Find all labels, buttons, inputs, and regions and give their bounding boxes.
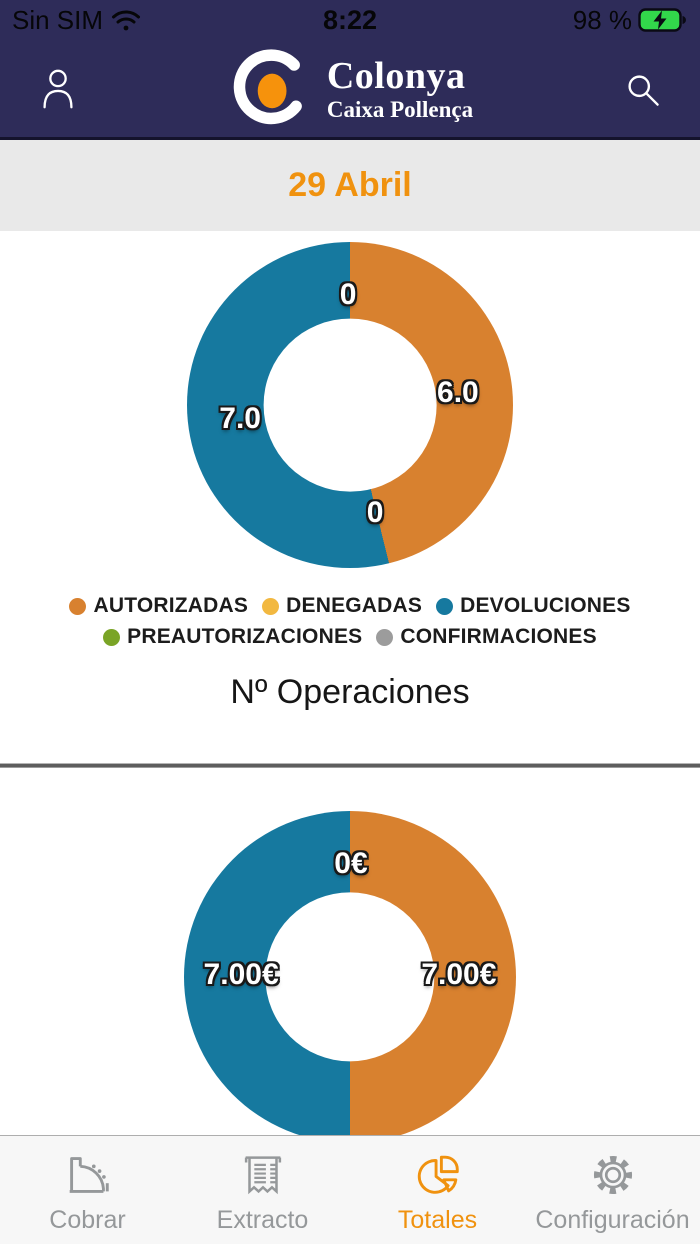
legend-label: CONFIRMACIONES: [400, 625, 597, 648]
search-icon: [628, 74, 659, 106]
slice-value-label: 7.00€: [421, 958, 497, 991]
slice-value-label: 0: [366, 495, 384, 529]
person-icon: [43, 69, 73, 108]
section-divider: [0, 763, 700, 768]
operations-donut-chart: 0 6.0 0 7.0: [187, 242, 513, 568]
tab-totales[interactable]: Totales: [350, 1136, 525, 1244]
slice-value-label: 0€: [334, 847, 368, 881]
chart-title: Nº Operaciones: [230, 673, 470, 711]
slice-value-label: 7.0: [219, 402, 261, 436]
bottom-tab-bar: Cobrar Extracto Totales Configuración: [0, 1135, 700, 1244]
date-bar: 29 Abril: [0, 140, 700, 231]
pie-chart-icon: [410, 1148, 466, 1202]
battery-charging-icon: [638, 7, 688, 33]
logo-text: Colonya Caixa Pollença: [327, 57, 473, 121]
tab-label: Totales: [397, 1206, 478, 1234]
status-left: Sin SIM: [12, 5, 141, 36]
legend-label: DEVOLUCIONES: [460, 594, 631, 617]
legend-label: DENEGADAS: [286, 594, 423, 617]
legend-dot-icon: [103, 628, 121, 646]
logo-subtitle: Caixa Pollença: [326, 96, 474, 122]
legend-dot-icon: [376, 628, 394, 646]
profile-button[interactable]: [34, 61, 82, 117]
amounts-donut-chart: 0€ 7.00€ 7.00€: [184, 811, 516, 1143]
search-button[interactable]: [618, 61, 666, 117]
status-bar: Sin SIM 8:22 98 %: [0, 0, 700, 40]
receipt-icon: [235, 1148, 291, 1202]
legend-label: PREAUTORIZACIONES: [127, 625, 363, 648]
amounts-chart-section: 0€ 7.00€ 7.00€: [0, 811, 700, 1189]
slice-value-label: 6.0: [437, 375, 479, 409]
legend-item-preautorizaciones: PREAUTORIZACIONES: [103, 625, 362, 649]
operations-chart-section: 0 6.0 0 7.0 AUTORIZADAS DENEGADAS DEVOLUCIONE…: [0, 242, 700, 763]
slice-value-label: 0: [339, 278, 357, 312]
app-header: Colonya Caixa Pollença: [0, 40, 700, 140]
cash-register-icon: [58, 1148, 118, 1202]
legend-dot-icon: [69, 597, 87, 615]
legend-item-confirmaciones: CONFIRMACIONES: [376, 625, 597, 649]
gear-icon: [585, 1148, 641, 1202]
legend-item-denegadas: DENEGADAS: [262, 594, 422, 618]
selected-date-label: 29 Abril: [288, 166, 412, 204]
tab-label: Extracto: [216, 1206, 309, 1234]
chart-legend: AUTORIZADAS DENEGADAS DEVOLUCIONES PREAUTOR…: [40, 594, 660, 649]
status-right: 98 %: [573, 5, 688, 36]
tab-cobrar[interactable]: Cobrar: [0, 1136, 175, 1244]
carrier-label: Sin SIM: [12, 4, 104, 35]
legend-dot-icon: [436, 597, 454, 615]
colonya-c-swoosh-icon: [227, 41, 323, 137]
wifi-icon: [111, 8, 141, 32]
legend-item-autorizadas: AUTORIZADAS: [69, 594, 248, 618]
donut-hole: [265, 892, 435, 1062]
battery-percent-label: 98 %: [572, 4, 632, 35]
brand-logo: Colonya Caixa Pollença: [0, 41, 700, 137]
tab-extracto[interactable]: Extracto: [175, 1136, 350, 1244]
tab-label: Configuración: [535, 1206, 690, 1234]
logo-title: Colonya: [326, 54, 466, 97]
legend-label: AUTORIZADAS: [93, 594, 249, 617]
legend-item-devoluciones: DEVOLUCIONES: [436, 594, 630, 618]
slice-value-label: 7.00€: [203, 958, 279, 991]
tab-label: Cobrar: [49, 1206, 126, 1234]
donut-hole: [263, 318, 437, 492]
tab-configuracion[interactable]: Configuración: [525, 1136, 700, 1244]
legend-dot-icon: [262, 597, 280, 615]
